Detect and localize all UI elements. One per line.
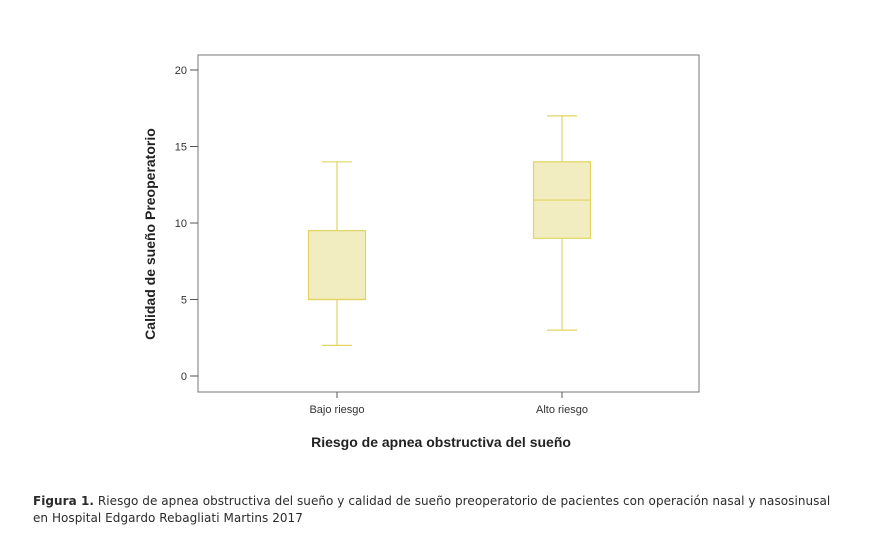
y-tick-label-0: 0 — [181, 371, 187, 383]
y-axis-label: Calidad de sueño Preoperatorio — [142, 128, 158, 340]
x-axis-label: Riesgo de apnea obstructiva del sueño — [311, 434, 571, 450]
box-group-1 — [532, 115, 592, 331]
y-tick-label-20: 20 — [175, 65, 187, 77]
plot-frame — [197, 54, 700, 393]
x-axis: Bajo riesgo Alto riesgo — [309, 392, 588, 416]
caption-label: Figura 1. — [33, 494, 94, 508]
box-iqr-0 — [307, 230, 367, 301]
y-tick-label-15: 15 — [175, 142, 187, 154]
y-tick-label-10: 10 — [175, 218, 187, 230]
figure-caption: Figura 1. Riesgo de apnea obstructiva de… — [33, 493, 833, 527]
y-axis: 0 5 10 15 20 — [175, 65, 198, 383]
box-group-0 — [307, 161, 367, 346]
boxplot-chart: 0 5 10 15 20 Bajo riesgo Alto riesgo Calidad … — [142, 54, 700, 450]
y-tick-label-5: 5 — [181, 295, 187, 307]
x-tick-label-0: Bajo riesgo — [309, 404, 364, 416]
x-tick-label-1: Alto riesgo — [536, 404, 588, 416]
caption-text: Riesgo de apnea obstructiva del sueño y … — [33, 494, 831, 525]
box-series — [307, 115, 592, 346]
chart-root: 0 5 10 15 20 Bajo riesgo Alto riesgo Calidad … — [142, 54, 700, 450]
